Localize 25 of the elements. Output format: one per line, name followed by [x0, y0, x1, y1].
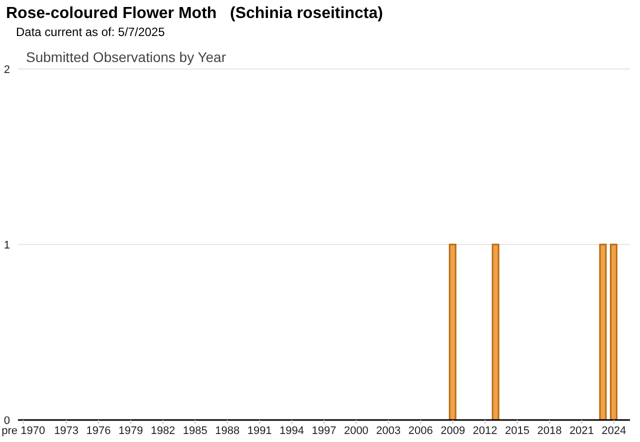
y-tick-label: 0 — [4, 414, 10, 427]
y-tick-label: 2 — [4, 64, 10, 76]
x-tick-label: 2009 — [440, 424, 466, 437]
x-tick-label: 1976 — [86, 424, 111, 437]
x-tick-label: 2003 — [376, 424, 401, 437]
chart-title: Rose-coloured Flower Moth (Schinia roseitincta) — [6, 5, 383, 23]
x-tick-label: 1973 — [54, 424, 79, 437]
x-tick-label: 1988 — [215, 424, 240, 437]
x-tick-label: 1982 — [150, 424, 176, 437]
x-tick-label: 2021 — [569, 424, 594, 437]
x-tick-label: 2024 — [602, 424, 626, 437]
x-tick-label: 2018 — [537, 424, 562, 437]
x-tick-label: 2015 — [505, 424, 530, 437]
x-tick-label: 1991 — [247, 424, 272, 437]
text: Submitted Observations by Year — [26, 49, 226, 65]
x-tick-label: 1979 — [118, 424, 143, 437]
x-tick-label: 1997 — [312, 424, 336, 437]
x-tick-label: 2000 — [344, 424, 368, 437]
x-tick-label: 2012 — [472, 424, 498, 437]
chart-subtitle: Data current as of: 5/7/2025 — [16, 25, 165, 39]
x-tick-label: 1994 — [280, 424, 304, 437]
x-tick-label: pre 1970 — [2, 424, 46, 437]
x-tick-label: 2006 — [408, 424, 433, 437]
x-tick-label: 1985 — [182, 424, 208, 437]
y-tick-label: 1 — [4, 239, 10, 252]
